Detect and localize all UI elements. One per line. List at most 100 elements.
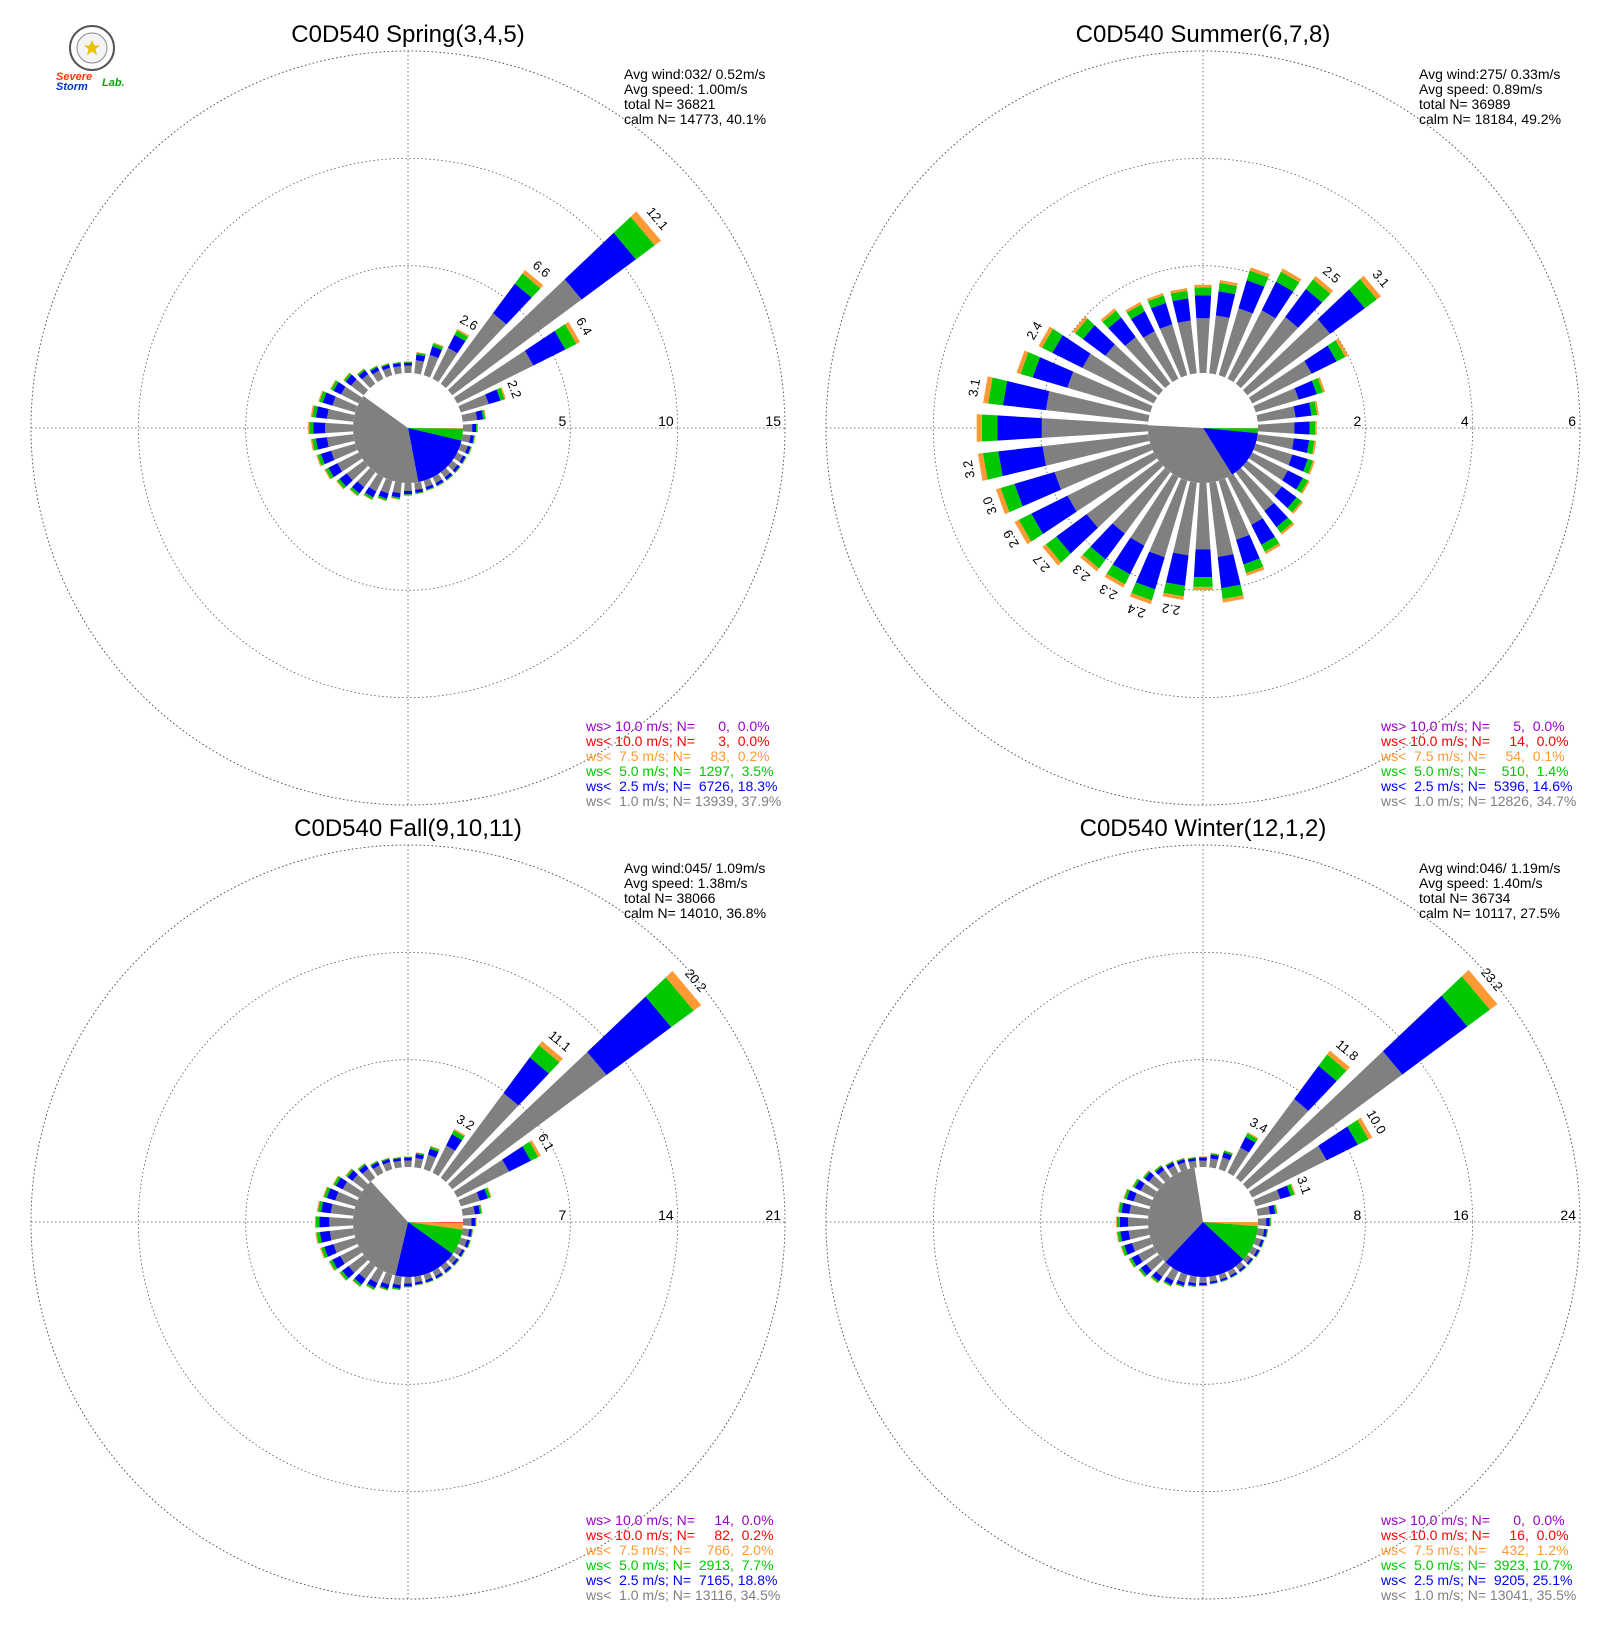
petal-segment (423, 478, 433, 488)
petal-segment (1194, 284, 1212, 288)
petal-segment (1222, 595, 1245, 603)
petal-segment (1045, 536, 1071, 563)
petal-segment (1178, 1162, 1188, 1172)
petal-segment (382, 367, 393, 378)
petal-segment (379, 1287, 388, 1291)
petal-segment (377, 495, 388, 501)
petal-segment (1154, 1164, 1161, 1171)
petal-segment (1038, 326, 1053, 348)
petal-segment (415, 1152, 425, 1156)
petal-segment (1218, 308, 1253, 378)
petal-segment (1242, 1051, 1403, 1190)
legend-entry: ws< 7.5 m/s; N= 83, 0.2% (585, 748, 770, 764)
petal-segment (363, 492, 374, 500)
petal-segment (1257, 422, 1295, 434)
petal-segment (404, 1157, 412, 1161)
petal-segment (1347, 1119, 1369, 1145)
petal-label: 2.9 (1000, 527, 1022, 550)
petal-segment (1287, 1183, 1295, 1196)
petal-segment (319, 1247, 325, 1259)
petal-segment (319, 1216, 330, 1228)
petal-segment (415, 1153, 424, 1160)
ring-label: 24 (1560, 1207, 1576, 1223)
petal-segment (1256, 1206, 1271, 1216)
petal-segment (1150, 1276, 1158, 1284)
petal-segment (1072, 316, 1088, 334)
petal-segment (1117, 1201, 1121, 1213)
calm-pie-slice (408, 1222, 463, 1223)
petal-segment (1146, 292, 1164, 302)
petal-segment (1227, 473, 1263, 525)
petal-segment (475, 1217, 477, 1227)
petal-segment (310, 438, 315, 451)
petal-segment (349, 489, 358, 497)
petal-segment (1148, 1175, 1164, 1190)
petal-segment (997, 415, 1042, 441)
petal-segment (415, 1283, 423, 1286)
petal-segment (1195, 482, 1211, 550)
petal-segment (1031, 495, 1077, 534)
calm-pie-slice (408, 428, 462, 483)
petal-segment (331, 443, 358, 461)
petal-segment (1143, 1170, 1151, 1179)
petal-segment (1261, 536, 1280, 552)
petal-segment (317, 1200, 324, 1213)
petal-segment (316, 1200, 320, 1212)
petal-segment (1221, 584, 1244, 600)
petal-segment (1220, 1279, 1229, 1283)
petal-segment (370, 1267, 384, 1284)
petal-segment (456, 328, 470, 337)
petal-segment (470, 1229, 473, 1238)
petal-segment (492, 283, 532, 325)
petal-segment (1166, 1162, 1175, 1170)
grid-ring (137, 951, 679, 1493)
petal-segment (1130, 311, 1155, 338)
petal-segment (1115, 1216, 1117, 1228)
grid-ring (245, 1059, 571, 1385)
petal-segment (368, 473, 384, 492)
petal-segment (1176, 1158, 1185, 1162)
petal-segment (1041, 328, 1063, 353)
petal-segment (977, 453, 988, 481)
petal-segment (321, 1246, 328, 1259)
petal-segment (1187, 1281, 1197, 1287)
petal-segment (322, 392, 336, 406)
petal-segment (1224, 1149, 1233, 1154)
petal-segment (1266, 1229, 1269, 1238)
petal-segment (427, 1148, 439, 1158)
petal-segment (432, 1145, 456, 1177)
petal-segment (455, 466, 461, 474)
petal-segment (1138, 1246, 1158, 1262)
petal-segment (1080, 554, 1100, 572)
stat-line: total N= 38066 (624, 890, 716, 906)
petal-segment (1315, 421, 1317, 435)
petal-label: 2.4 (1125, 601, 1147, 621)
petal-segment (1236, 534, 1260, 565)
petal-segment (1305, 279, 1331, 303)
petal-segment (1223, 1150, 1233, 1156)
logo: Severe Storm Lab. (56, 25, 125, 93)
petal-segment (1112, 537, 1145, 575)
petal-segment (348, 1254, 369, 1273)
petal-segment (1296, 477, 1309, 493)
petal-segment (587, 996, 672, 1076)
petal-segment (436, 481, 445, 487)
petal-segment (358, 1164, 369, 1174)
petal-label: 3.1 (965, 377, 983, 397)
petal-segment (1227, 1147, 1249, 1177)
petal-segment (432, 473, 443, 484)
calm-pie-slice (1203, 1222, 1258, 1260)
petal-segment (1016, 350, 1029, 374)
legend-entry: ws< 7.5 m/s; N= 432, 1.2% (1380, 1542, 1569, 1558)
petal-segment (1318, 1054, 1347, 1082)
petal-segment (311, 405, 318, 418)
petal-segment (326, 408, 355, 422)
petal-segment (1282, 470, 1303, 490)
petal-segment (391, 491, 401, 498)
petal-segment (332, 1175, 339, 1185)
petal-segment (1243, 558, 1264, 574)
petal-segment (425, 1277, 434, 1283)
petal-segment (1176, 1157, 1185, 1161)
petal-segment (1086, 460, 1164, 528)
